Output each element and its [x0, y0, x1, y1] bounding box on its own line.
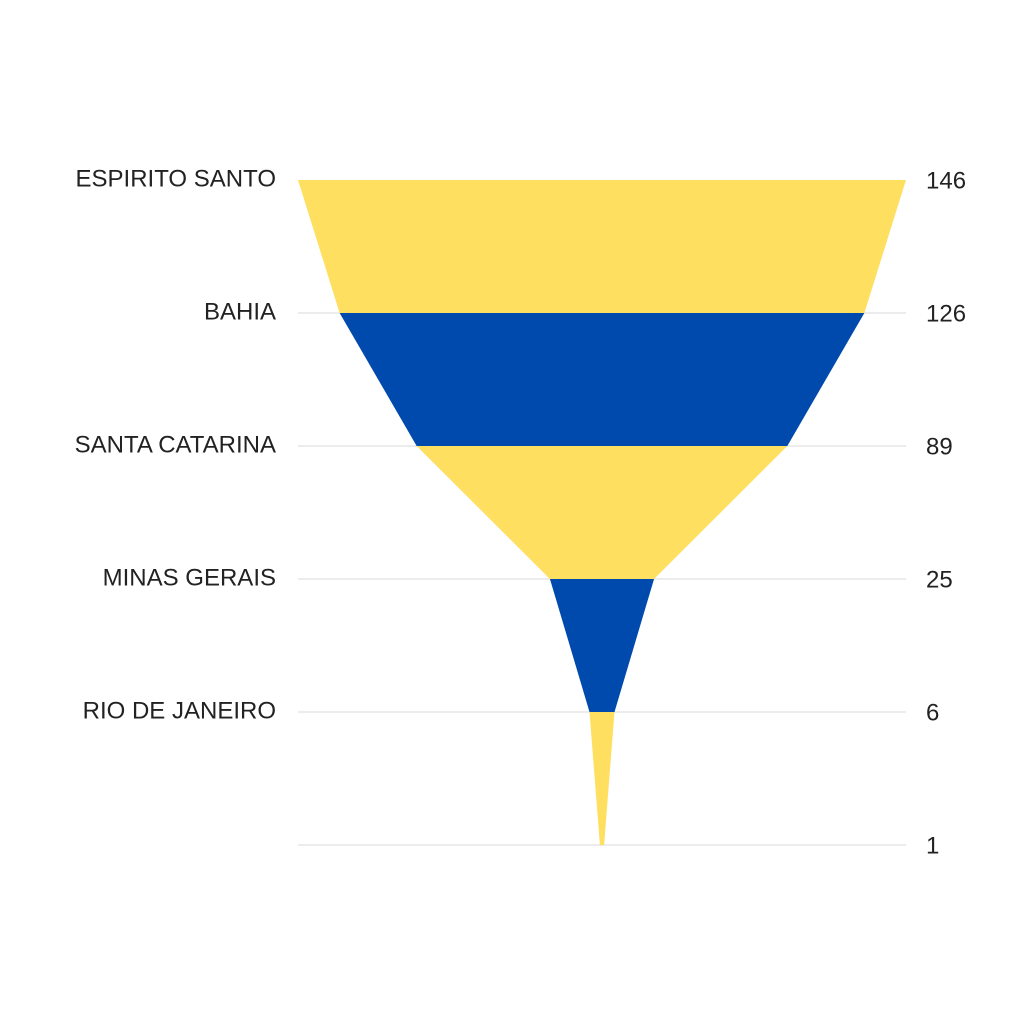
funnel-segment: [549, 579, 655, 712]
funnel-segment: [416, 446, 788, 579]
funnel-segment: [298, 180, 906, 313]
category-label: MINAS GERAIS: [103, 564, 276, 591]
value-label: 89: [926, 433, 953, 460]
value-label: 146: [926, 167, 966, 194]
value-label: 25: [926, 566, 953, 593]
funnel-segment: [339, 313, 865, 446]
category-label: BAHIA: [204, 298, 276, 325]
category-label: ESPIRITO SANTO: [76, 165, 277, 192]
value-label: 6: [926, 699, 939, 726]
value-label: 1: [926, 832, 939, 859]
category-label: SANTA CATARINA: [75, 431, 276, 458]
category-label: RIO DE JANEIRO: [83, 697, 276, 724]
funnel-segment: [589, 712, 615, 845]
value-label: 126: [926, 300, 966, 327]
